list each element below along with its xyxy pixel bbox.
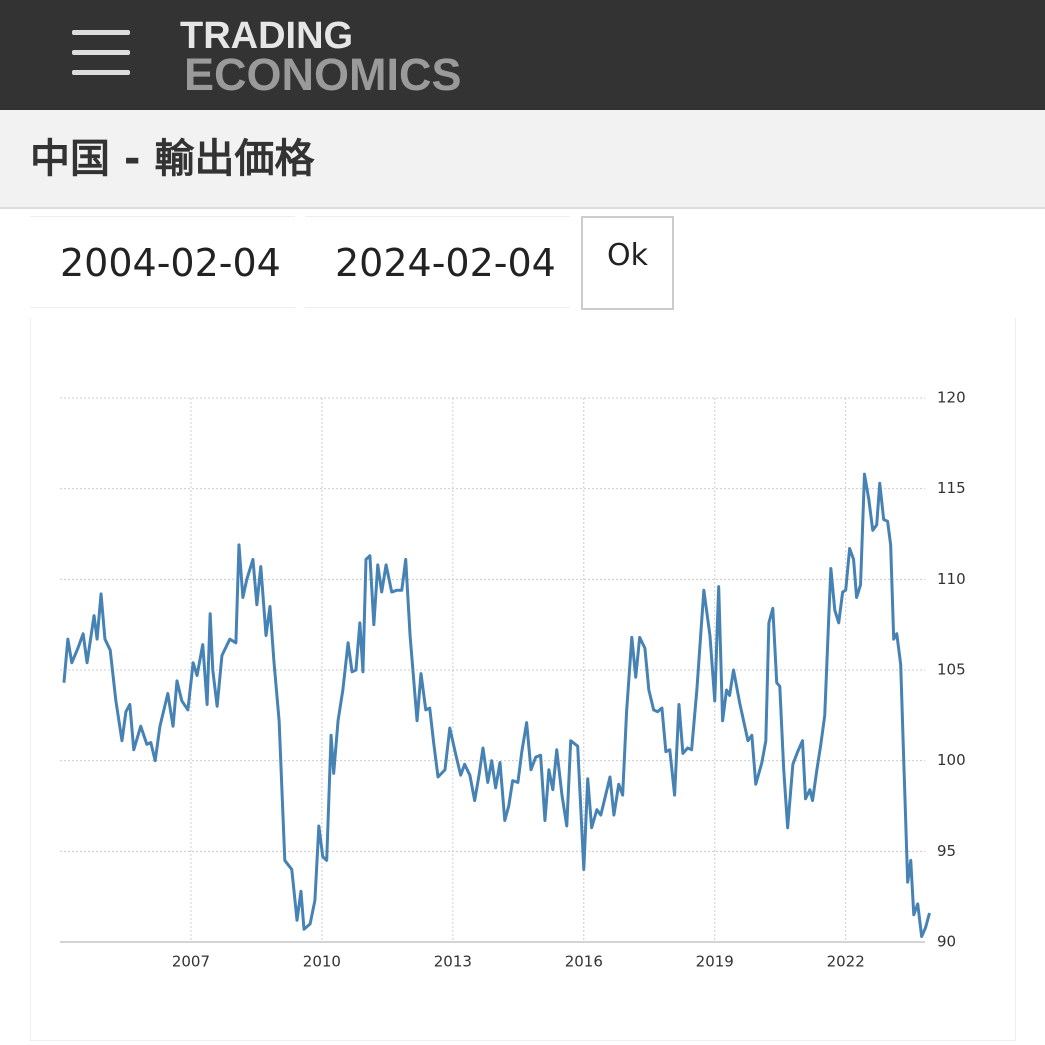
chart-box — [30, 318, 1016, 1041]
y-tick-label: 100 — [937, 751, 966, 769]
y-tick-label: 110 — [937, 570, 966, 588]
menu-icon-bar[interactable] — [72, 30, 130, 35]
x-tick-label: 2016 — [565, 953, 603, 971]
title-bar: 中国 - 輸出価格 — [0, 110, 1045, 209]
y-tick-label: 105 — [937, 661, 966, 679]
ok-button[interactable]: Ok — [581, 216, 674, 310]
data-line — [62, 472, 931, 939]
start-date[interactable]: 2004-02-04 — [30, 216, 295, 308]
logo-top[interactable]: TRADING — [180, 15, 354, 57]
y-tick-label: 115 — [937, 479, 966, 497]
top-bar: TRADING ECONOMICS — [0, 0, 1045, 110]
menu-icon-bar[interactable] — [72, 50, 130, 55]
logo-bottom[interactable]: ECONOMICS — [184, 49, 462, 100]
x-tick-label: 2022 — [827, 953, 865, 971]
page-title: 中国 - 輸出価格 — [30, 136, 315, 182]
y-tick-label: 90 — [937, 933, 956, 951]
menu-icon-bar[interactable] — [72, 70, 130, 75]
x-tick-label: 2010 — [303, 953, 341, 971]
y-tick-label: 95 — [937, 842, 956, 860]
x-tick-label: 2007 — [172, 953, 210, 971]
x-tick-label: 2013 — [434, 953, 472, 971]
x-tick-label: 2019 — [696, 953, 734, 971]
end-date[interactable]: 2024-02-04 — [305, 216, 570, 308]
y-tick-label: 120 — [937, 389, 966, 407]
